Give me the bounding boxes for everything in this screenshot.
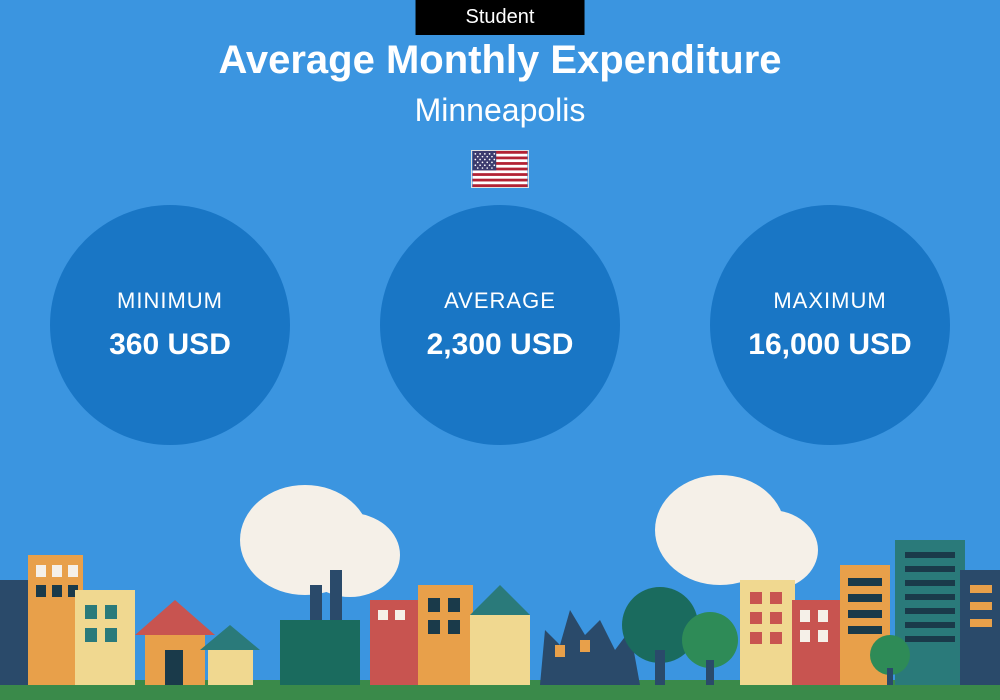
us-flag-icon bbox=[471, 150, 529, 188]
stat-maximum: MAXIMUM 16,000 USD bbox=[710, 205, 950, 445]
stat-value: 16,000 USD bbox=[748, 328, 911, 362]
stat-value: 2,300 USD bbox=[427, 328, 574, 362]
stat-value: 360 USD bbox=[109, 328, 231, 362]
city-name: Minneapolis bbox=[0, 92, 1000, 129]
stats-row: MINIMUM 360 USD AVERAGE 2,300 USD MAXIMU… bbox=[0, 205, 1000, 445]
stat-average: AVERAGE 2,300 USD bbox=[380, 205, 620, 445]
category-badge: Student bbox=[416, 0, 585, 35]
stat-label: AVERAGE bbox=[444, 288, 556, 314]
stat-label: MAXIMUM bbox=[773, 288, 886, 314]
cityscape-illustration bbox=[0, 470, 1000, 700]
page-title: Average Monthly Expenditure bbox=[0, 38, 1000, 83]
stat-label: MINIMUM bbox=[117, 288, 223, 314]
stat-minimum: MINIMUM 360 USD bbox=[50, 205, 290, 445]
